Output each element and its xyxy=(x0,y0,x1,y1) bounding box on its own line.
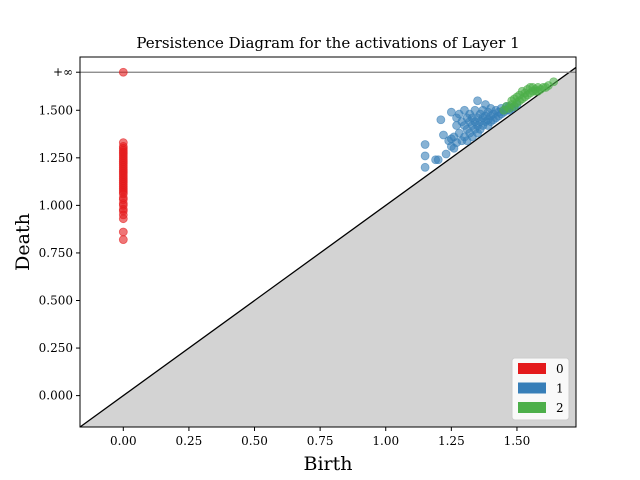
series-0 xyxy=(118,67,128,245)
data-point xyxy=(420,140,430,149)
legend-label: 2 xyxy=(556,401,564,415)
diagonal-line xyxy=(80,66,576,427)
x-tick-label: 1.50 xyxy=(504,434,531,448)
y-tick-label: 1.250 xyxy=(39,151,73,165)
x-tick-label: 1.25 xyxy=(438,434,465,448)
data-point xyxy=(420,151,430,161)
data-point xyxy=(549,77,559,87)
x-tick-label: 0.75 xyxy=(307,434,334,448)
data-point xyxy=(420,162,430,172)
legend-label: 1 xyxy=(556,382,564,396)
x-axis-label: Birth xyxy=(304,453,353,475)
chart-title: Persistence Diagram for the activations … xyxy=(136,34,519,52)
x-tick-label: 0.50 xyxy=(241,434,268,448)
y-tick-label: 0.500 xyxy=(39,293,73,307)
legend: 0 1 2 xyxy=(511,357,570,421)
y-axis: 0.000 0.250 0.500 0.750 1.000 1.250 1.500 +∞ xyxy=(39,65,80,403)
data-point xyxy=(441,149,451,159)
y-axis-label: Death xyxy=(12,213,34,271)
x-tick-label: 0.00 xyxy=(110,434,137,448)
legend-label: 0 xyxy=(556,362,564,376)
data-point xyxy=(118,235,128,245)
legend-swatch xyxy=(518,402,546,413)
data-point xyxy=(473,96,482,106)
x-axis: 0.00 0.25 0.50 0.75 1.00 1.25 1.50 xyxy=(110,427,530,448)
y-tick-label: 1.000 xyxy=(39,198,73,212)
legend-swatch xyxy=(518,363,546,374)
data-point xyxy=(118,214,128,224)
y-tick-label: 0.750 xyxy=(39,246,73,260)
data-point xyxy=(433,155,443,165)
plot-frame xyxy=(79,56,577,428)
points-layer xyxy=(118,67,559,245)
data-point xyxy=(439,130,448,140)
x-tick-label: 1.00 xyxy=(372,434,399,448)
y-tick-label: 1.500 xyxy=(39,103,73,117)
data-point xyxy=(436,115,446,125)
data-point xyxy=(118,67,128,77)
data-point xyxy=(118,227,128,237)
x-tick-label: 0.25 xyxy=(176,434,203,448)
y-tick-label: 0.000 xyxy=(39,389,73,403)
series-2 xyxy=(499,77,559,115)
legend-swatch xyxy=(518,382,546,394)
y-tick-label: +∞ xyxy=(53,65,73,79)
y-tick-label: 0.250 xyxy=(39,341,73,355)
